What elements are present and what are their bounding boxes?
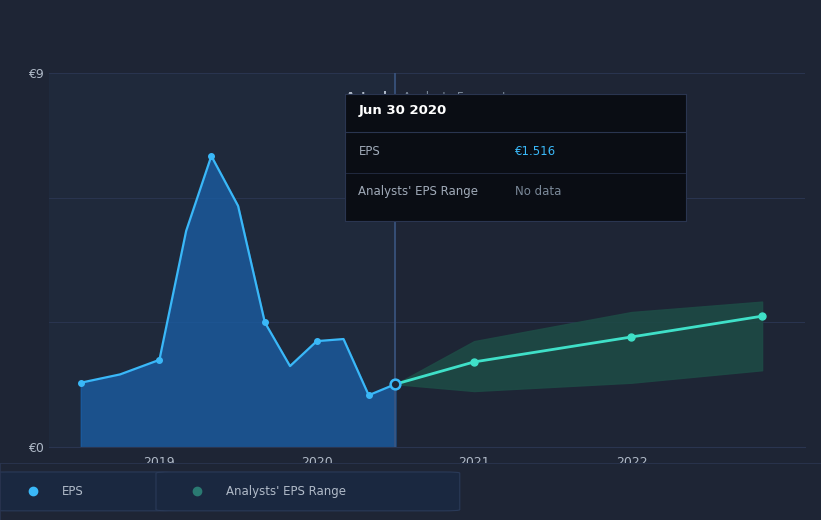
- FancyBboxPatch shape: [0, 472, 172, 511]
- FancyBboxPatch shape: [156, 472, 460, 511]
- Text: Analysts Forecasts: Analysts Forecasts: [403, 92, 513, 104]
- Text: No data: No data: [516, 185, 562, 198]
- Text: Analysts' EPS Range: Analysts' EPS Range: [226, 485, 346, 498]
- Text: Jun 30 2020: Jun 30 2020: [359, 104, 447, 117]
- Text: Actual: Actual: [346, 92, 388, 104]
- Text: Analysts' EPS Range: Analysts' EPS Range: [359, 185, 479, 198]
- Text: EPS: EPS: [62, 485, 83, 498]
- Text: €1.516: €1.516: [516, 145, 557, 158]
- Bar: [49, 73, 396, 447]
- Text: EPS: EPS: [359, 145, 380, 158]
